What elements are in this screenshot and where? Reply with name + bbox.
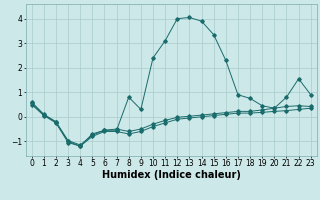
X-axis label: Humidex (Indice chaleur): Humidex (Indice chaleur) bbox=[102, 170, 241, 180]
